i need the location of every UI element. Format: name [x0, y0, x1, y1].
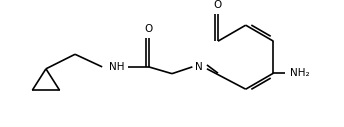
Text: NH₂: NH₂ — [290, 68, 309, 78]
Text: O: O — [144, 24, 153, 34]
Text: NH: NH — [109, 62, 125, 72]
Text: N: N — [195, 62, 203, 72]
Text: O: O — [214, 0, 222, 10]
